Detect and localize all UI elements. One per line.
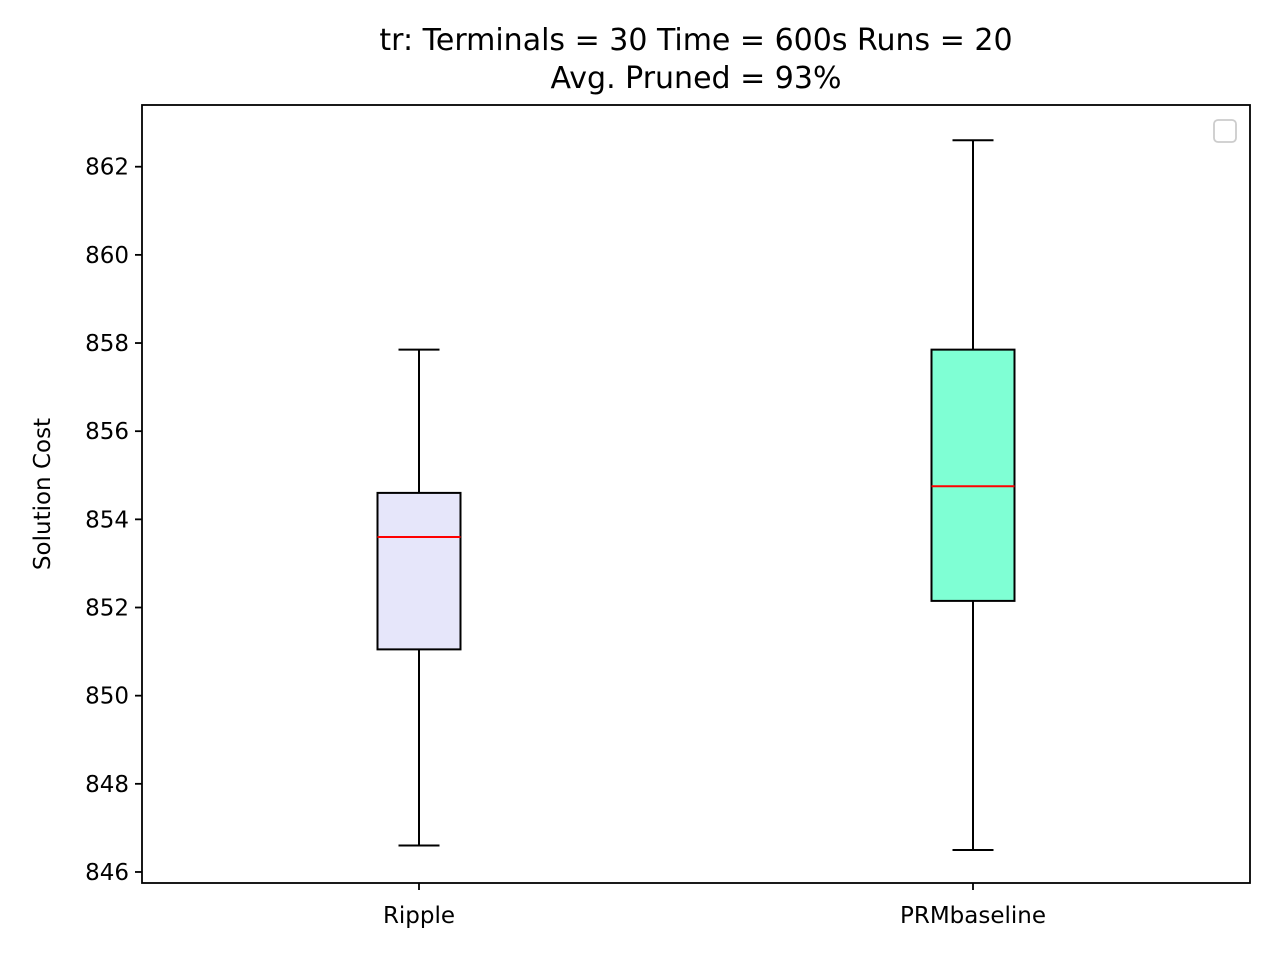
x-tick-label: PRMbaseline [900, 903, 1046, 929]
y-tick-label: 854 [85, 507, 129, 533]
y-tick-label: 852 [85, 596, 129, 622]
y-tick-label: 860 [85, 243, 129, 269]
y-tick-label: 846 [85, 860, 129, 886]
legend-box [1213, 119, 1237, 143]
iqr-box [930, 348, 1016, 602]
chart-title: tr: Terminals = 30 Time = 600s Runs = 20 [379, 23, 1012, 58]
y-axis-label: Solution Cost [30, 418, 56, 570]
plot-area [376, 139, 1016, 851]
box-prmbaseline [930, 139, 1016, 851]
y-tick-label: 848 [85, 772, 129, 798]
chart-subtitle: Avg. Pruned = 93% [551, 61, 842, 96]
y-axis: 846 848 850 852 854 856 858 860 862 [85, 155, 142, 886]
iqr-box [376, 491, 462, 651]
y-tick-label: 858 [85, 331, 129, 357]
x-axis: Ripple PRMbaseline [383, 883, 1046, 929]
plot-frame [141, 104, 1251, 884]
x-tick-label: Ripple [383, 903, 455, 929]
y-tick-label: 850 [85, 684, 129, 710]
box-ripple [376, 348, 462, 847]
y-tick-label: 856 [85, 419, 129, 445]
y-tick-label: 862 [85, 155, 129, 181]
